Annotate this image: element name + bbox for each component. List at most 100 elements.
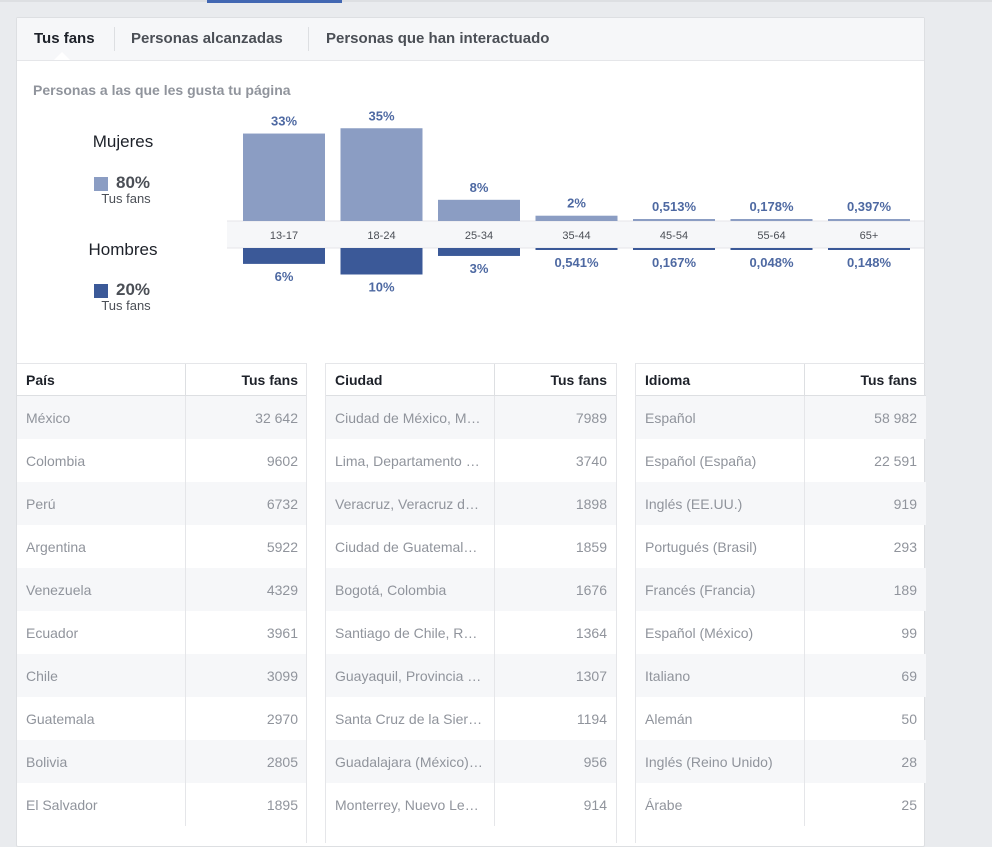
table-row: México 32 642 — [17, 396, 307, 439]
row-count: 956 — [583, 754, 607, 770]
tab-personas-interactuado[interactable]: Personas que han interactuado — [326, 30, 550, 47]
age-tick-label: 35-44 — [562, 230, 590, 242]
row-divider — [804, 611, 805, 654]
age-tick-label: 65+ — [860, 230, 879, 242]
table-row: Monterrey, Nuevo León… 914 — [326, 783, 616, 826]
table-row: Español 58 982 — [636, 396, 926, 439]
table-row: Español (España) 22 591 — [636, 439, 926, 482]
row-count: 7989 — [575, 410, 607, 426]
women-bar-25-34[interactable] — [438, 199, 520, 221]
row-count: 1307 — [575, 668, 607, 684]
row-name: Italiano — [645, 668, 691, 684]
men-bar-25-34[interactable] — [438, 248, 520, 256]
women-label: Mujeres — [92, 132, 154, 151]
women-value-label: 0,178% — [749, 199, 794, 214]
row-name: Español (México) — [645, 625, 754, 641]
row-count: 69 — [901, 668, 917, 684]
table-body: México 32 642 Colombia 9602 Perú 6732 Argentin… — [17, 396, 307, 826]
row-name: Alemán — [645, 711, 693, 727]
header-divider — [494, 364, 495, 395]
row-count: 2970 — [266, 711, 298, 727]
row-divider — [494, 611, 495, 654]
women-bar-13-17[interactable] — [243, 133, 325, 221]
women-bar-18-24[interactable] — [340, 128, 423, 221]
age-gender-chart: 33% 6% 13-17 35% 10% 18-24 8% 3% 25-34 2% 0,541% 35… — [227, 108, 924, 295]
header-col1[interactable]: Idioma — [645, 372, 691, 388]
header-col2[interactable]: Tus fans — [860, 372, 917, 388]
tab-divider — [308, 27, 309, 51]
men-sub: Tus fans — [101, 298, 151, 313]
row-name: México — [26, 410, 71, 426]
row-name: Chile — [26, 668, 58, 684]
row-count: 22 591 — [874, 453, 917, 469]
row-name: Inglés (EE.UU.) — [645, 496, 743, 512]
women-value-label: 2% — [567, 196, 586, 211]
men-bar-55-64[interactable] — [730, 248, 813, 250]
table-row: Argentina 5922 — [17, 525, 307, 568]
row-count: 1364 — [575, 625, 607, 641]
row-divider — [804, 783, 805, 826]
table-row: Ciudad de Guatemala, … 1859 — [326, 525, 616, 568]
header-col1[interactable]: País — [26, 372, 55, 388]
header-col1[interactable]: Ciudad — [335, 372, 383, 388]
row-divider — [494, 396, 495, 439]
women-value-label: 33% — [271, 114, 297, 129]
women-bar-45-54[interactable] — [633, 219, 715, 221]
age-tick-label: 45-54 — [660, 230, 688, 242]
row-count: 1898 — [575, 496, 607, 512]
row-divider — [185, 697, 186, 740]
row-divider — [185, 654, 186, 697]
row-name: Monterrey, Nuevo León… — [335, 797, 485, 813]
row-name: Guatemala — [26, 711, 95, 727]
row-name: Perú — [26, 496, 56, 512]
row-divider — [185, 783, 186, 826]
row-count: 28 — [901, 754, 917, 770]
men-value-label: 0,167% — [652, 255, 697, 270]
tab-personas-alcanzadas[interactable]: Personas alcanzadas — [131, 30, 283, 47]
row-count: 99 — [901, 625, 917, 641]
row-divider — [804, 482, 805, 525]
women-bar-55-64[interactable] — [730, 219, 813, 221]
men-bar-45-54[interactable] — [633, 248, 715, 250]
row-name: Francés (Francia) — [645, 582, 756, 598]
row-divider — [185, 525, 186, 568]
table-header: País Tus fans — [17, 363, 307, 396]
men-bar-18-24[interactable] — [340, 248, 423, 275]
age-tick-label: 13-17 — [270, 230, 298, 242]
row-divider — [185, 611, 186, 654]
table-row: Colombia 9602 — [17, 439, 307, 482]
row-count: 293 — [893, 539, 917, 555]
row-divider — [804, 697, 805, 740]
women-bar-35-44[interactable] — [535, 215, 618, 221]
men-label: Hombres — [88, 240, 158, 259]
women-sub: Tus fans — [101, 191, 151, 206]
women-bar-65+[interactable] — [828, 219, 910, 221]
men-bar-13-17[interactable] — [243, 248, 325, 264]
row-name: Veracruz, Veracruz de I… — [335, 496, 485, 512]
tab-bar: Tus fans Personas alcanzadas Personas qu… — [17, 18, 924, 61]
men-value-label: 3% — [470, 261, 489, 276]
row-name: Guadalajara (México), … — [335, 754, 485, 770]
table-row: Árabe 25 — [636, 783, 926, 826]
header-col2[interactable]: Tus fans — [241, 372, 298, 388]
header-divider — [804, 364, 805, 395]
table-row: Guadalajara (México), … 956 — [326, 740, 616, 783]
row-divider — [804, 740, 805, 783]
men-bar-35-44[interactable] — [535, 248, 618, 250]
men-percent: 20% — [116, 280, 151, 299]
language-table: Idioma Tus fans Español 58 982 Español (Espa… — [636, 363, 926, 826]
tab-divider — [114, 27, 115, 51]
table-row: Italiano 69 — [636, 654, 926, 697]
table-row: Lima, Departamento de… 3740 — [326, 439, 616, 482]
women-percent: 80% — [116, 173, 151, 192]
tab-tus-fans[interactable]: Tus fans — [34, 30, 95, 47]
header-col2[interactable]: Tus fans — [550, 372, 607, 388]
women-swatch — [94, 177, 108, 191]
table-body: Ciudad de México, Mé… 7989 Lima, Departame… — [326, 396, 616, 826]
men-bar-65+[interactable] — [828, 248, 910, 250]
table-row: Venezuela 4329 — [17, 568, 307, 611]
age-tick-label: 25-34 — [465, 230, 493, 242]
row-count: 919 — [893, 496, 917, 512]
women-value-label: 8% — [470, 180, 489, 195]
table-row: Guatemala 2970 — [17, 697, 307, 740]
